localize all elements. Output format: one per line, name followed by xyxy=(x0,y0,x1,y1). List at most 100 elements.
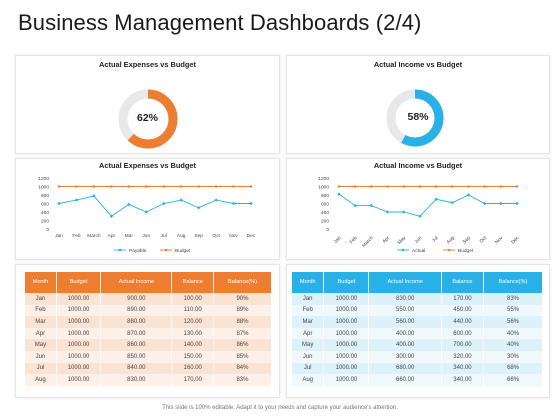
table-row: May 1000.00 860.00 140.00 86% xyxy=(25,339,271,351)
table-header-cell: Month xyxy=(292,272,325,293)
table-row: Jan 1000.00 900.00 100.00 90% xyxy=(25,293,271,305)
income-line-chart: 0 200 400 600 800 1000 1200 Jan Feb March Apr May Ju… xyxy=(318,176,521,254)
x-tick-label: March xyxy=(87,233,101,239)
table-cell: Jan xyxy=(292,293,325,305)
x-tick-label: Aug xyxy=(177,233,186,239)
y-tick-label: 800 xyxy=(41,193,49,199)
budget-point xyxy=(354,185,357,188)
expenses-donut-card: Actual Expenses vs Budget 62% xyxy=(15,55,280,154)
table-row: Jul 1000.00 680.00 340.00 68% xyxy=(292,362,542,375)
income-donut-card: Actual Income vs Budget 58% xyxy=(286,55,550,154)
table-cell: 56% xyxy=(483,316,542,328)
table-cell: 1000.00 xyxy=(323,339,370,351)
table-cell: 88% xyxy=(213,316,271,328)
y-tick-label: 1000 xyxy=(38,184,49,190)
footer-note: This slide is 100% editable. Adapt it to… xyxy=(162,405,398,411)
table-cell: May xyxy=(292,339,325,351)
table-cell: Jan xyxy=(25,293,57,305)
x-tick-label: Jan xyxy=(55,233,63,239)
table-cell: 55% xyxy=(483,304,542,317)
table-header-cell: Balance xyxy=(171,272,214,293)
budget-point xyxy=(162,185,165,188)
table-cell: 1000.00 xyxy=(56,374,102,386)
table-cell: 890.00 xyxy=(100,304,173,317)
data-point xyxy=(515,201,519,206)
y-tick-label: 1200 xyxy=(38,176,49,182)
table-cell: 840.00 xyxy=(100,362,173,375)
data-point xyxy=(74,198,79,202)
table-cell: 870.00 xyxy=(100,327,173,340)
data-point xyxy=(144,210,148,214)
legend-marker xyxy=(448,248,451,252)
x-tick-label: Jun xyxy=(414,235,424,245)
table-row: Apr 1000.00 400.00 600.00 40% xyxy=(292,327,542,340)
table-header-cell: Actual Income xyxy=(368,272,442,293)
legend-marker xyxy=(165,248,168,252)
x-tick-label: Apr xyxy=(381,235,391,245)
x-tick-label: Mar xyxy=(125,233,134,239)
table-cell: 1000.00 xyxy=(56,304,102,317)
budget-point xyxy=(402,185,405,188)
data-point xyxy=(482,201,487,206)
table-cell: 600.00 xyxy=(441,327,485,340)
table-row: Aug 1000.00 830.00 170.00 83% xyxy=(25,374,271,386)
table-cell: 30% xyxy=(483,350,542,363)
y-tick-label: 1000 xyxy=(318,184,329,190)
table-cell: 1000.00 xyxy=(56,350,102,363)
table-row: Jun 1000.00 850.00 150.00 85% xyxy=(25,350,271,363)
x-tick-label: Aug xyxy=(445,235,456,246)
table-cell: 40% xyxy=(483,339,542,351)
table-cell: 86% xyxy=(213,339,271,351)
table-header-cell: Month xyxy=(25,272,57,293)
data-point xyxy=(249,201,253,206)
table-row: Jan 1000.00 830.00 170.00 83% xyxy=(292,293,542,305)
income-donut-arc xyxy=(386,89,444,147)
table-cell: Jun xyxy=(25,350,57,363)
table-cell: 83% xyxy=(213,374,271,386)
budget-point xyxy=(515,185,519,188)
table-cell: 550.00 xyxy=(368,304,442,317)
table-cell: Feb xyxy=(25,304,57,317)
table-cell: 1000.00 xyxy=(323,327,370,340)
budget-point xyxy=(214,185,218,188)
table-cell: 1000.00 xyxy=(323,362,370,375)
table-cell: 880.00 xyxy=(100,316,173,328)
data-point xyxy=(450,200,454,205)
table-header-cell: Balance xyxy=(441,272,485,293)
data-point xyxy=(162,201,166,206)
series-line-actual xyxy=(338,193,517,217)
budget-point xyxy=(232,185,235,188)
table-cell: 100.00 xyxy=(171,293,214,305)
table-cell: 320.00 xyxy=(441,350,485,363)
table-cell: 660.00 xyxy=(368,374,442,386)
x-tick-label: Dec xyxy=(247,233,256,239)
legend-marker xyxy=(119,248,122,252)
table-cell: 560.00 xyxy=(368,316,442,328)
y-tick-label: 0 xyxy=(46,227,49,233)
budget-point xyxy=(370,185,373,188)
x-tick-label: Jun xyxy=(142,233,150,239)
data-point xyxy=(499,201,503,206)
table-cell: 1000.00 xyxy=(56,327,102,340)
table-cell: 400.00 xyxy=(368,327,442,340)
table-row: Aug 1000.00 660.00 340.00 66% xyxy=(292,374,542,386)
table-cell: Jun xyxy=(292,350,325,363)
income-table-card: Month Budget Actual Income Balance Balance(%… xyxy=(286,264,550,398)
budget-point xyxy=(451,185,454,188)
income-donut-title: Actual Income vs Budget xyxy=(373,60,463,69)
data-point xyxy=(214,198,218,202)
data-point xyxy=(57,201,61,206)
expenses-line-title: Actual Expenses vs Budget xyxy=(99,161,196,170)
y-tick-label: 0 xyxy=(326,227,329,233)
table-cell: Mar xyxy=(292,316,325,328)
table-cell: 84% xyxy=(213,362,271,375)
y-tick-label: 200 xyxy=(321,218,329,224)
y-tick-label: 400 xyxy=(41,210,49,216)
table-cell: 87% xyxy=(213,327,271,340)
expenses-donut-title: Actual Expenses vs Budget xyxy=(99,60,196,69)
table-header-cell: Actual Income xyxy=(100,272,173,293)
table-row: Jul 1000.00 840.00 160.00 84% xyxy=(25,362,271,375)
x-tick-label: Jul xyxy=(161,233,167,239)
x-tick-label: March xyxy=(361,235,375,249)
budget-point xyxy=(418,185,422,188)
